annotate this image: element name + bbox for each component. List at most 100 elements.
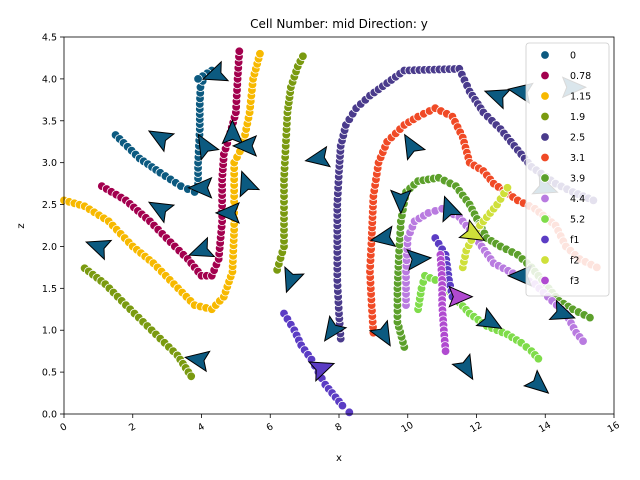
direction-arrow	[307, 361, 336, 382]
direction-arrow	[201, 60, 230, 82]
series-3.1	[365, 103, 602, 338]
y-tick-label: 2.0	[42, 242, 57, 253]
direction-arrow	[214, 201, 240, 224]
x-tick-label: 16	[606, 420, 622, 436]
data-point	[344, 407, 355, 418]
arrow-marks	[84, 60, 588, 394]
plot-marks	[59, 46, 602, 418]
legend-marker	[540, 111, 550, 122]
direction-arrow	[483, 89, 512, 110]
legend-marker	[540, 255, 550, 265]
legend-marker	[540, 70, 550, 81]
chart-title: Cell Number: mid Direction: y	[250, 17, 428, 31]
data-point	[234, 46, 245, 56]
legend-marker	[540, 152, 550, 163]
direction-arrow	[284, 265, 305, 294]
legend-label: f2	[570, 256, 579, 267]
series-f3	[435, 250, 451, 356]
legend-marker	[540, 193, 550, 204]
data-point	[186, 371, 196, 382]
y-tick-label: 0.0	[42, 410, 57, 421]
data-point	[440, 346, 451, 356]
y-tick-label: 1.0	[42, 326, 57, 337]
data-point	[578, 336, 588, 346]
direction-arrow	[548, 299, 576, 321]
direction-arrow	[448, 285, 474, 308]
legend-label: 2.5	[570, 133, 585, 144]
x-tick-label: 2	[127, 421, 138, 434]
x-tick-label: 0	[58, 421, 69, 434]
legend-label: f3	[570, 276, 579, 287]
x-axis-label: x	[336, 453, 342, 464]
direction-arrow	[458, 218, 486, 242]
y-tick-label: 2.5	[42, 200, 57, 211]
y-tick-label: 3.5	[42, 116, 57, 127]
series-1.9	[79, 51, 308, 382]
legend-label: f1	[570, 235, 579, 246]
direction-arrow	[221, 119, 244, 145]
series-5.2	[413, 271, 544, 364]
direction-arrow	[147, 201, 176, 224]
legend-label: 4.4	[570, 194, 585, 205]
series-0	[110, 65, 217, 197]
legend: 0 0.78 1.15 1.9 2.5 3.1 3.9 4.4 5.2 f1 f2 f3	[525, 42, 610, 297]
direction-arrow	[368, 319, 391, 347]
x-tick-label: 14	[537, 420, 553, 436]
direction-arrow	[188, 236, 216, 258]
direction-arrow	[406, 249, 433, 271]
data-point	[255, 49, 265, 59]
legend-marker	[540, 214, 550, 224]
x-axis-ticks: 0 2 4 6 8 10 12 14 16	[58, 414, 622, 436]
legend-label: 3.9	[570, 174, 585, 185]
legend-marker	[540, 91, 550, 101]
direction-arrow	[197, 133, 220, 161]
y-tick-label: 3.0	[42, 158, 57, 169]
legend-label: 1.15	[570, 92, 591, 103]
legend-marker	[540, 132, 550, 142]
direction-arrow	[389, 189, 412, 215]
y-axis-label: z	[16, 223, 27, 228]
series-3.9	[392, 173, 595, 352]
legend-label: 1.9	[570, 112, 585, 123]
x-tick-label: 10	[400, 420, 416, 436]
direction-arrow	[323, 315, 348, 342]
y-tick-label: 4.0	[42, 74, 57, 85]
direction-arrow	[147, 130, 176, 153]
x-tick-label: 6	[265, 421, 276, 434]
legend-label: 5.2	[570, 215, 585, 226]
data-point	[193, 74, 203, 84]
legend-marker	[540, 50, 550, 60]
direction-arrow	[184, 350, 211, 373]
direction-arrow	[475, 306, 503, 329]
legend-marker	[540, 275, 550, 286]
direction-arrow	[187, 176, 213, 199]
data-point	[533, 354, 544, 364]
legend-marker	[540, 234, 550, 245]
direction-arrow	[404, 133, 427, 161]
direction-arrow	[442, 195, 464, 223]
x-tick-label: 12	[468, 420, 484, 436]
y-axis-ticks: 0.0 0.5 1.0 1.5 2.0 2.5 3.0 3.5 4.0 4.5	[42, 33, 64, 421]
direction-arrow	[84, 239, 113, 261]
x-tick-label: 8	[333, 421, 344, 434]
data-point	[502, 183, 513, 193]
legend-label: 0	[570, 51, 576, 62]
y-tick-label: 1.5	[42, 284, 57, 295]
direction-arrow	[239, 170, 261, 198]
y-tick-label: 4.5	[42, 33, 57, 44]
direction-arrow	[451, 352, 474, 381]
direction-arrow	[304, 145, 332, 168]
direction-arrow	[369, 225, 397, 247]
series-0.78	[97, 46, 245, 281]
legend-label: 0.78	[570, 71, 591, 82]
data-point	[585, 312, 595, 323]
legend-label: 3.1	[570, 153, 585, 164]
series-1.15	[59, 49, 265, 314]
data-point	[337, 400, 348, 411]
legend-marker	[540, 173, 550, 183]
direction-arrow	[522, 369, 550, 394]
data-point	[298, 51, 308, 61]
y-tick-label: 0.5	[42, 368, 57, 379]
legend-box	[525, 42, 610, 297]
